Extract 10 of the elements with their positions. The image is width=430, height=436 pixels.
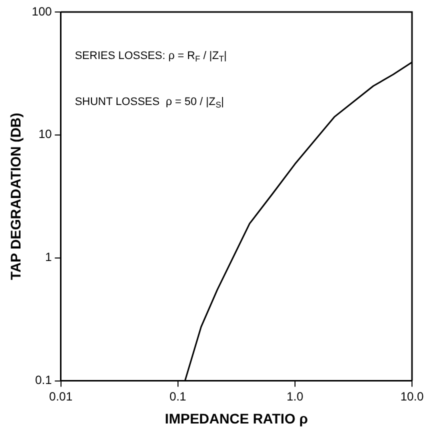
- y-tick-label: 100: [32, 4, 52, 18]
- y-axis-title: TAP DEGRADATION (DB): [7, 112, 24, 280]
- x-tick-label: 1.0: [286, 389, 304, 404]
- x-axis-title: IMPEDANCE RATIO ρ: [164, 410, 308, 426]
- y-tick-label: 0.1: [35, 373, 52, 388]
- x-tick-label: 10.0: [400, 389, 424, 404]
- x-tick-label: 0.01: [49, 389, 73, 404]
- y-tick-label: 1: [45, 250, 52, 264]
- x-tick-label: 0.1: [170, 389, 187, 404]
- y-tick-label: 10: [38, 127, 52, 142]
